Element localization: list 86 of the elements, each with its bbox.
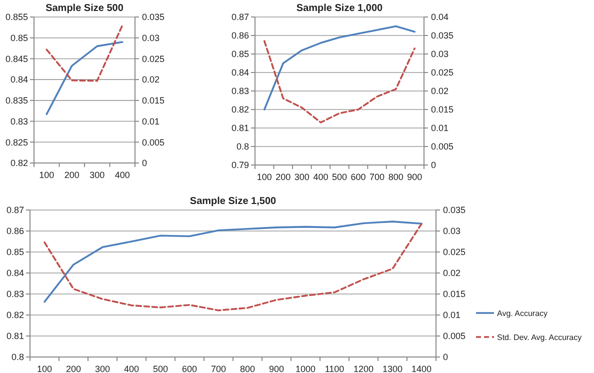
y2-tick-label: 0.005 <box>443 331 466 342</box>
x-tick-label: 1400 <box>411 364 432 373</box>
y-tick-label: 0.84 <box>6 268 24 278</box>
x-tick-label: 800 <box>388 172 404 182</box>
y2-tick-label: 0.04 <box>431 12 449 22</box>
y-tick-label: 0.85 <box>10 33 28 44</box>
x-tick-label: 100 <box>39 170 54 180</box>
y-tick-label: 0.87 <box>6 205 24 216</box>
x-tick-label: 600 <box>182 364 198 373</box>
chart-title: Sample Size 1,500 <box>190 196 277 207</box>
x-tick-label: 100 <box>256 172 272 182</box>
y-tick-label: 0.83 <box>231 86 249 96</box>
y2-tick-label: 0.035 <box>142 12 165 22</box>
x-tick-label: 400 <box>124 364 140 373</box>
x-tick-label: 600 <box>350 172 366 182</box>
y-tick-label: 0.855 <box>5 12 28 22</box>
y2-tick-label: 0.015 <box>443 289 466 300</box>
y2-tick-label: 0.005 <box>431 142 454 152</box>
legend-label: Avg. Accuracy <box>497 308 548 318</box>
y2-tick-label: 0.035 <box>431 30 454 41</box>
y-tick-label: 0.82 <box>231 104 249 115</box>
y2-tick-label: 0.015 <box>142 96 165 106</box>
x-tick-label: 1100 <box>324 364 344 373</box>
x-tick-label: 100 <box>36 364 52 373</box>
y2-tick-label: 0.01 <box>431 123 449 134</box>
y-tick-label: 0.845 <box>5 54 28 64</box>
line-series <box>263 40 416 124</box>
x-tick-label: 1000 <box>295 364 316 373</box>
line-series <box>263 25 416 110</box>
x-tick-label: 700 <box>210 364 226 373</box>
y-tick-label: 0.8 <box>11 352 24 362</box>
y2-tick-label: 0.01 <box>443 310 461 320</box>
y-tick-label: 0.8 <box>236 142 249 152</box>
legend-label: Std. Dev. Avg. Accuracy <box>497 332 582 342</box>
chart-title: Sample Size 1,000 <box>296 3 384 14</box>
y2-tick-label: 0 <box>431 160 436 170</box>
x-tick-label: 300 <box>94 364 110 373</box>
x-tick-label: 500 <box>152 364 168 373</box>
x-tick-label: 200 <box>66 364 82 373</box>
y2-tick-label: 0.01 <box>142 116 160 126</box>
y2-tick-label: 0.03 <box>443 226 461 236</box>
y-tick-label: 0.83 <box>6 289 24 300</box>
x-tick-label: 400 <box>114 170 130 180</box>
y2-tick-label: 0.03 <box>431 49 449 60</box>
y2-tick-label: 0.03 <box>142 33 160 44</box>
y-tick-label: 0.86 <box>6 226 24 236</box>
y-tick-label: 0.79 <box>231 160 249 170</box>
y-tick-label: 0.87 <box>231 12 249 22</box>
y-tick-label: 0.85 <box>6 247 24 258</box>
y-tick-label: 0.825 <box>5 137 28 148</box>
chart-title: Sample Size 500 <box>46 3 124 14</box>
x-tick-label: 900 <box>268 364 284 373</box>
x-tick-label: 1200 <box>353 364 374 373</box>
y-tick-label: 0.85 <box>231 49 249 60</box>
line-series <box>46 24 124 82</box>
y-tick-label: 0.81 <box>231 123 249 134</box>
y-tick-label: 0.86 <box>231 30 249 41</box>
y-tick-label: 0.82 <box>10 158 28 168</box>
y2-tick-label: 0 <box>142 158 148 168</box>
x-tick-label: 700 <box>370 172 385 182</box>
x-tick-label: 400 <box>313 172 328 182</box>
x-tick-label: 200 <box>64 170 80 180</box>
y-tick-label: 0.835 <box>5 96 28 106</box>
y2-tick-label: 0.02 <box>431 86 449 96</box>
x-tick-label: 300 <box>294 172 310 182</box>
y2-tick-label: 0.02 <box>443 268 461 278</box>
y2-tick-label: 0 <box>443 352 448 362</box>
y2-tick-label: 0.025 <box>443 247 466 258</box>
y-tick-label: 0.84 <box>10 74 28 85</box>
x-tick-label: 900 <box>407 172 422 182</box>
x-tick-label: 300 <box>90 170 105 180</box>
line-series <box>46 41 124 116</box>
y2-tick-label: 0.015 <box>431 104 454 115</box>
y-tick-label: 0.81 <box>6 331 24 342</box>
y2-tick-label: 0.005 <box>142 137 165 148</box>
x-tick-label: 800 <box>240 364 256 373</box>
y-tick-label: 0.84 <box>231 68 249 78</box>
y2-tick-label: 0.025 <box>431 68 454 78</box>
x-tick-label: 500 <box>332 172 348 182</box>
y-tick-label: 0.82 <box>6 310 24 320</box>
x-tick-label: 1300 <box>382 364 403 373</box>
x-tick-label: 200 <box>276 172 291 182</box>
y2-tick-label: 0.02 <box>142 74 160 85</box>
y2-tick-label: 0.035 <box>443 205 466 216</box>
y-tick-label: 0.83 <box>10 116 28 126</box>
y2-tick-label: 0.025 <box>142 54 165 64</box>
